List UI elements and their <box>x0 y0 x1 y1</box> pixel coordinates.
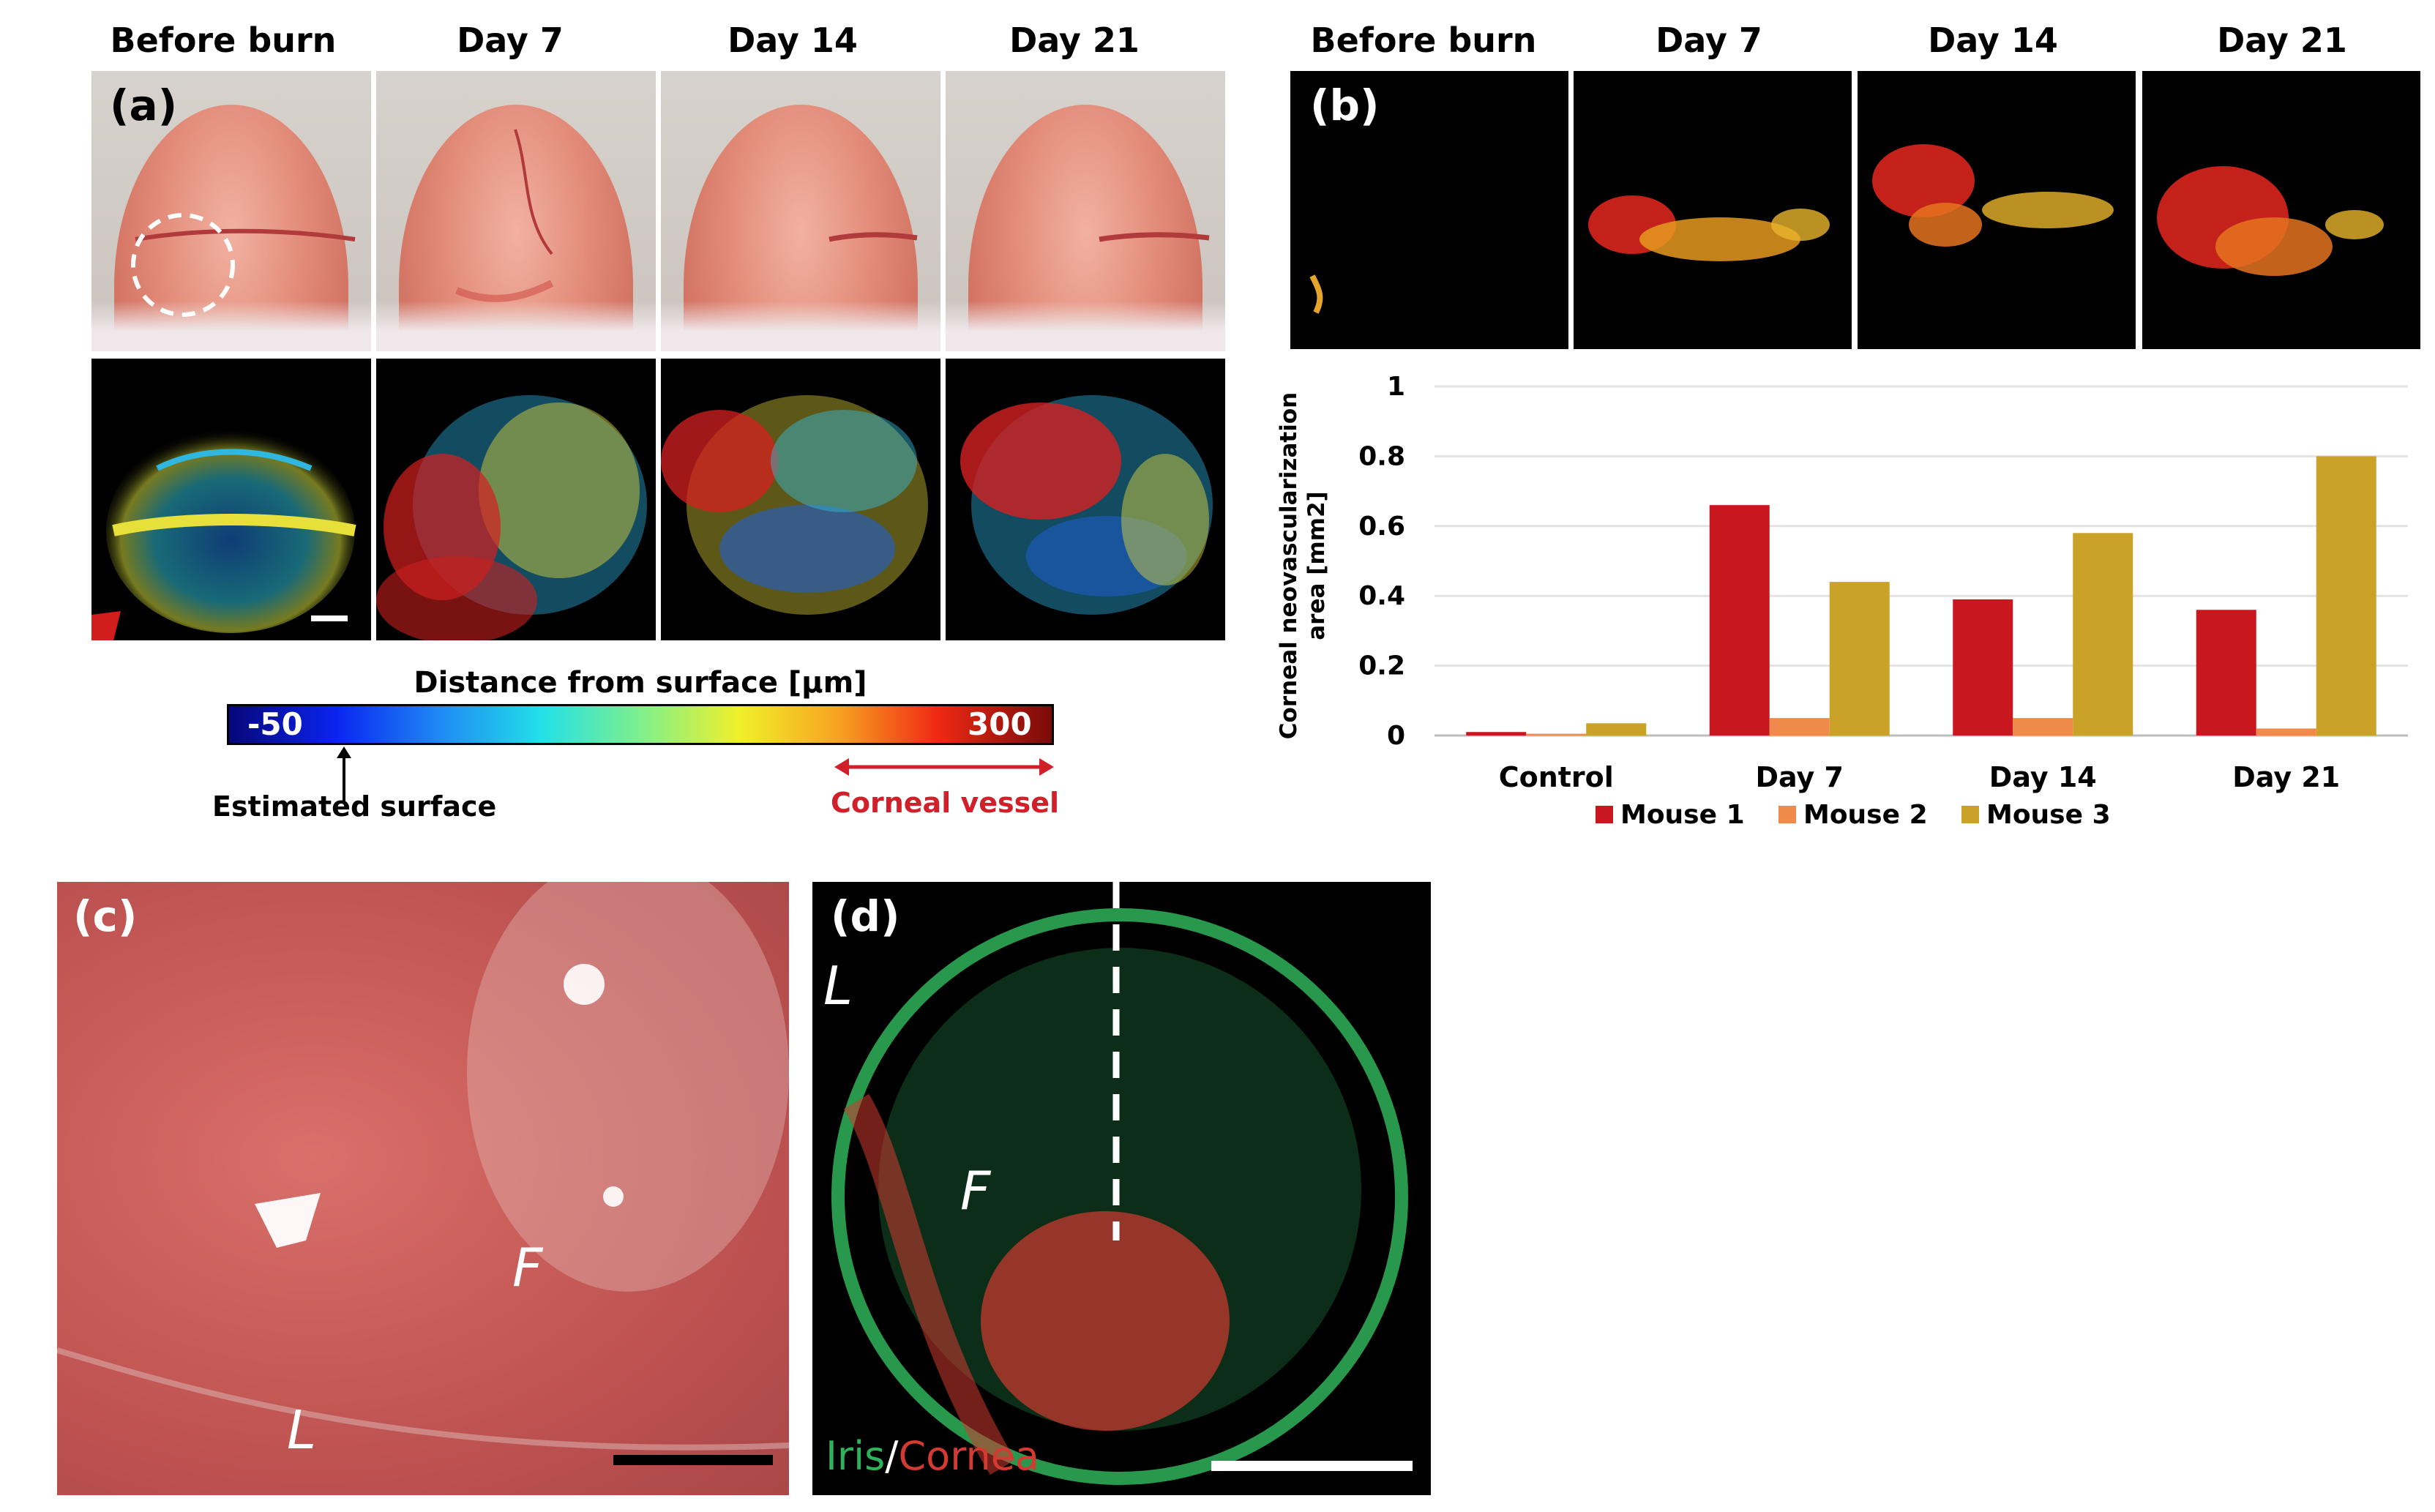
panel-a-column-header: Day 7 <box>457 20 564 60</box>
bar <box>1829 582 1890 736</box>
cornea-channel-label: Cornea <box>898 1433 1040 1479</box>
iris-cornea-angiogram <box>812 882 1431 1495</box>
oct-angiogram-day-21 <box>946 359 1225 640</box>
chart-ylabel: Corneal neovascularization area [mm2] <box>1273 381 1332 754</box>
channel-separator: / <box>885 1433 899 1479</box>
panel-b-column-header: Day 7 <box>1656 20 1762 60</box>
legend-swatch <box>1961 806 1979 823</box>
panel-b-column-header: Day 14 <box>1928 20 2058 60</box>
x-tick-label: Day 14 <box>1989 761 2097 793</box>
bar <box>2196 610 2256 736</box>
panel-label-b: (b) <box>1310 81 1380 130</box>
iris-channel-label: Iris <box>826 1433 886 1479</box>
eye-photo-day-21 <box>946 71 1225 351</box>
eye-photo-before-burn <box>91 71 371 351</box>
y-tick-label: 1 <box>1387 372 1405 402</box>
y-tick-label: 0.4 <box>1358 581 1405 611</box>
bar <box>1466 732 1527 736</box>
legend-label: Mouse 3 <box>1986 800 2111 830</box>
legend-swatch <box>1596 806 1613 823</box>
panel-d-channel-legend: Iris/Cornea <box>826 1433 1039 1479</box>
chart-ylabel-line2: area [mm2] <box>1303 491 1330 640</box>
bar <box>1953 599 2013 736</box>
panel-a-column-header: Day 14 <box>727 20 858 60</box>
legend-label: Mouse 2 <box>1803 800 1928 830</box>
oct-angiogram-day-7 <box>376 359 656 640</box>
panel-c-marker-l: L <box>287 1399 317 1461</box>
x-tick-label: Day 7 <box>1756 761 1844 793</box>
bar <box>2316 456 2376 736</box>
eye-photo-day-7 <box>376 71 656 351</box>
neovascularization-bar-chart: 0 0.2 0.4 0.6 0.8 1 Control Day 7 Day 14 Day 21 Mo… <box>1358 372 2408 830</box>
y-tick-label: 0.2 <box>1358 651 1405 681</box>
y-tick-label: 0 <box>1387 721 1405 751</box>
colorbar-title: Distance from surface [µm] <box>414 666 867 700</box>
panel-a-column-header: Before burn <box>110 20 337 60</box>
bar <box>2256 728 2316 736</box>
vessel-map-before-burn <box>1290 71 1568 349</box>
panel-a-column-header: Day 21 <box>1009 20 1140 60</box>
colorbar <box>227 704 1054 745</box>
oct-angiogram-day-14 <box>661 359 940 640</box>
x-tick-label: Day 21 <box>2232 761 2340 793</box>
panel-b-column-header: Before burn <box>1310 20 1537 60</box>
vessel-map-day-21 <box>2142 71 2420 349</box>
panel-d-marker-f: F <box>960 1160 991 1221</box>
vessel-map-day-14 <box>1858 71 2136 349</box>
legend-swatch <box>1778 806 1796 823</box>
panel-d-marker-l: L <box>823 955 853 1017</box>
estimated-surface-arrow-icon <box>337 746 351 801</box>
bar <box>1586 723 1647 736</box>
panel-label-a: (a) <box>110 81 178 130</box>
panel-label-c: (c) <box>73 891 138 941</box>
panel-b-column-header: Day 21 <box>2217 20 2347 60</box>
vessel-map-day-7 <box>1574 71 1852 349</box>
legend-label: Mouse 1 <box>1620 800 1745 830</box>
corneal-vessel-label: Corneal vessel <box>831 787 1060 819</box>
y-tick-label: 0.6 <box>1358 512 1405 542</box>
x-tick-label: Control <box>1499 761 1614 793</box>
eye-photo-day-14 <box>661 71 940 351</box>
chart-ylabel-line1: Corneal neovascularization <box>1276 392 1302 740</box>
bar <box>1526 733 1587 736</box>
corneal-vessel-range-arrow-icon <box>834 758 1054 776</box>
bar <box>1709 505 1770 736</box>
colorbar-max-label: 300 <box>968 706 1032 742</box>
panel-c-marker-f: F <box>512 1237 543 1298</box>
bar <box>2013 718 2073 736</box>
bar <box>2073 533 2133 736</box>
slit-lamp-photo <box>57 882 789 1495</box>
estimated-surface-label: Estimated surface <box>212 790 497 823</box>
oct-angiogram-before-burn <box>91 359 371 640</box>
bar <box>1769 718 1830 736</box>
colorbar-min-label: -50 <box>247 706 303 742</box>
y-tick-label: 0.8 <box>1358 441 1405 471</box>
panel-label-d: (d) <box>831 891 900 941</box>
